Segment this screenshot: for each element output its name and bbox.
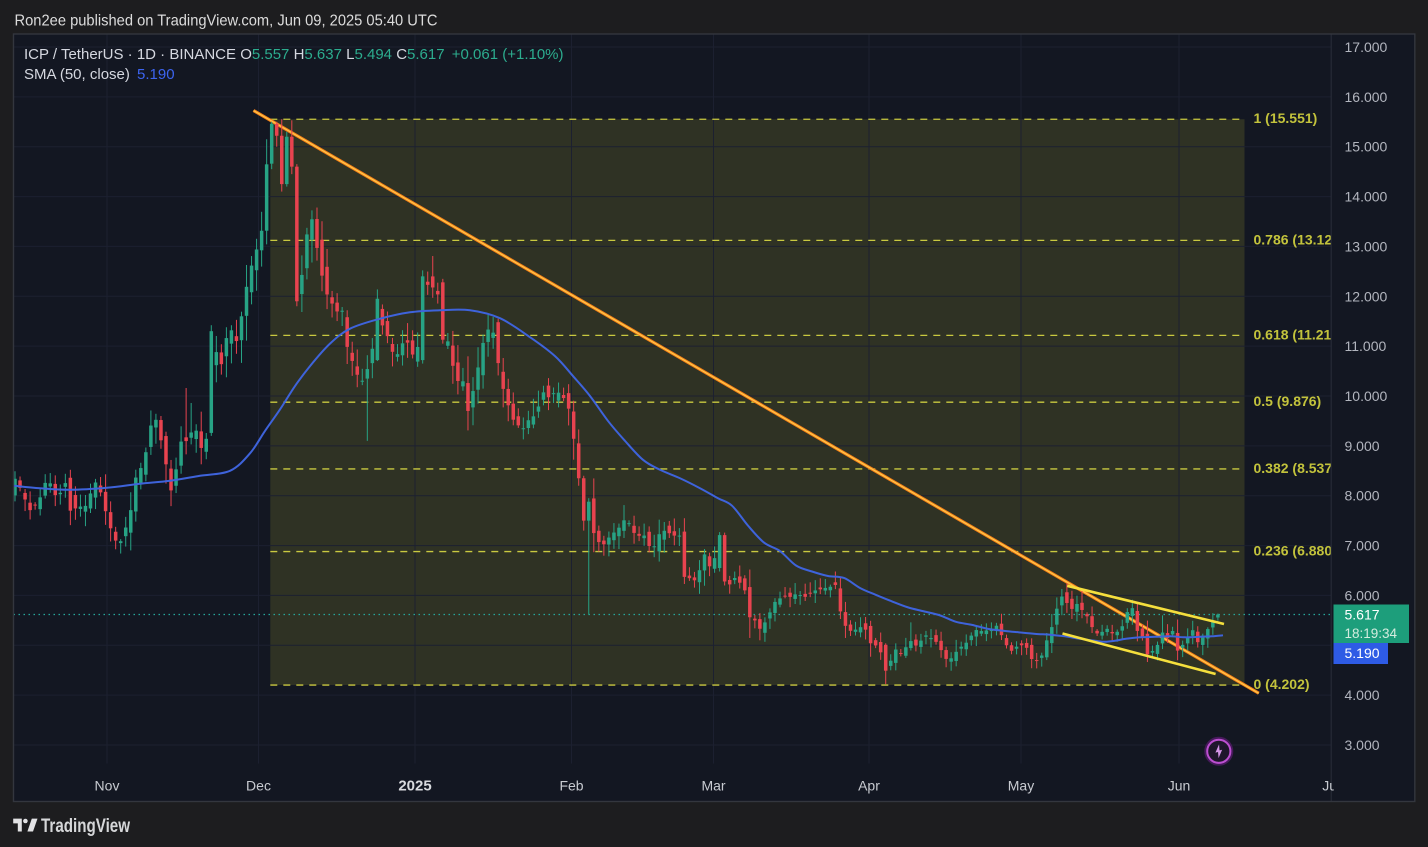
svg-text:0 (4.202): 0 (4.202) [1254, 676, 1310, 692]
svg-text:13.000: 13.000 [1345, 238, 1388, 254]
svg-text:12.000: 12.000 [1345, 288, 1388, 304]
svg-text:5.190: 5.190 [1345, 645, 1380, 661]
svg-text:Feb: Feb [559, 778, 583, 794]
svg-text:May: May [1008, 778, 1034, 794]
svg-text:14.000: 14.000 [1345, 189, 1388, 205]
svg-text:5.617: 5.617 [1345, 607, 1380, 623]
svg-text:6.000: 6.000 [1345, 587, 1380, 603]
svg-text:16.000: 16.000 [1345, 89, 1388, 105]
svg-text:Apr: Apr [858, 778, 880, 794]
svg-text:ICP / TetherUS · 1D · BINANCE: ICP / TetherUS · 1D · BINANCE O5.557 H5.… [24, 46, 564, 63]
svg-text:0.618 (11.217): 0.618 (11.217) [1254, 326, 1344, 342]
svg-text:TradingView: TradingView [41, 816, 130, 837]
svg-text:Dec: Dec [246, 778, 271, 794]
svg-text:9.000: 9.000 [1345, 438, 1380, 454]
svg-text:11.000: 11.000 [1345, 338, 1387, 354]
svg-text:15.000: 15.000 [1345, 139, 1388, 155]
svg-text:18:19:34: 18:19:34 [1345, 626, 1398, 641]
svg-text:8.000: 8.000 [1345, 488, 1380, 504]
svg-text:0.382 (8.537): 0.382 (8.537) [1254, 460, 1337, 476]
svg-text:0.786 (13.122): 0.786 (13.122) [1254, 231, 1345, 247]
svg-text:0.5 (9.876): 0.5 (9.876) [1254, 393, 1322, 409]
svg-text:SMA (50, close) 5.190: SMA (50, close) 5.190 [24, 66, 175, 83]
svg-text:2025: 2025 [398, 778, 431, 795]
svg-text:10.000: 10.000 [1345, 388, 1388, 404]
svg-text:7.000: 7.000 [1345, 538, 1380, 554]
svg-text:Jun: Jun [1168, 778, 1191, 794]
svg-text:17.000: 17.000 [1345, 39, 1388, 55]
svg-text:Ron2ee published on TradingVie: Ron2ee published on TradingView.com, Jun… [15, 13, 438, 30]
svg-text:4.000: 4.000 [1345, 687, 1380, 703]
svg-text:Nov: Nov [95, 778, 120, 794]
svg-text:Mar: Mar [701, 778, 725, 794]
svg-text:0.236 (6.880): 0.236 (6.880) [1254, 543, 1337, 559]
svg-text:Jul: Jul [1322, 778, 1340, 794]
svg-text:3.000: 3.000 [1345, 737, 1380, 753]
svg-text:1 (15.551): 1 (15.551) [1254, 110, 1318, 126]
